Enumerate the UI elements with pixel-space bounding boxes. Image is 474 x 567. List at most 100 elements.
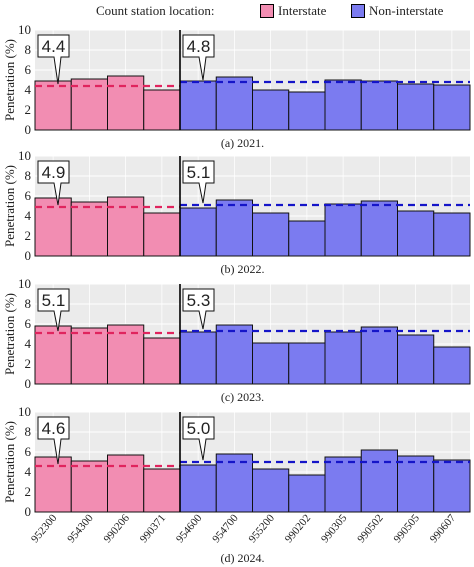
y-tick-label: 8 (25, 42, 32, 57)
bar-990505 (397, 334, 435, 385)
legend-swatch-interstate (260, 4, 274, 18)
legend: Count station location: Interstate Non-i… (0, 0, 474, 22)
bar-990305 (324, 331, 362, 385)
y-tick-label: 8 (25, 424, 32, 439)
bar-990305 (324, 203, 362, 257)
bar-952300 (34, 325, 72, 385)
mean-callout-box (182, 34, 215, 81)
x-tick-label: 952300 (29, 512, 60, 545)
y-tick-label: 6 (25, 62, 32, 77)
bar-955200 (252, 342, 290, 385)
y-tick-label: 2 (25, 484, 32, 499)
bar-990502 (360, 326, 398, 385)
bar-990202 (288, 342, 326, 385)
y-tick-label: 8 (25, 168, 32, 183)
y-tick-label: 10 (18, 22, 31, 37)
bar-955200 (252, 468, 290, 513)
bar-990202 (288, 91, 326, 131)
panel-caption: (d) 2024. (221, 551, 265, 565)
x-tick-label: 954600 (174, 512, 205, 545)
mean-callout-label: 5.1 (42, 291, 66, 310)
y-axis-label: Penetration (%) (2, 421, 17, 503)
bar-990305 (324, 456, 362, 513)
bar-990505 (397, 83, 435, 131)
bar-954700 (215, 324, 253, 385)
legend-label-interstate: Interstate (278, 3, 327, 18)
mean-callout-label: 5.3 (187, 291, 211, 310)
bar-990502 (360, 80, 398, 131)
mean-callout-box (182, 160, 215, 204)
mean-callout-label: 5.1 (187, 163, 211, 182)
legend-label-non-interstate: Non-interstate (369, 3, 444, 18)
y-tick-label: 0 (25, 122, 32, 137)
y-tick-label: 0 (25, 504, 32, 519)
bar-990505 (397, 210, 435, 257)
x-tick-label: 990607 (428, 512, 459, 545)
y-tick-label: 2 (25, 356, 32, 371)
legend-title: Count station location: (96, 3, 215, 18)
mean-callout-label: 5.0 (187, 419, 211, 438)
mean-callout-label: 4.8 (187, 37, 211, 56)
y-tick-label: 6 (25, 188, 32, 203)
bar-990371 (143, 337, 181, 385)
mean-callout-box (37, 416, 70, 465)
y-tick-label: 8 (25, 296, 32, 311)
y-tick-label: 2 (25, 102, 32, 117)
bar-990607 (433, 346, 471, 385)
bar-952300 (34, 80, 72, 131)
x-tick-label: 990305 (319, 512, 350, 545)
bar-990206 (107, 324, 145, 385)
y-tick-label: 4 (25, 208, 32, 223)
x-tick-label: 954300 (65, 512, 96, 545)
mean-callout-label: 4.6 (42, 419, 66, 438)
y-tick-label: 4 (25, 464, 32, 479)
mean-callout-label: 4.9 (42, 163, 66, 182)
bar-990502 (360, 200, 398, 257)
bar-990607 (433, 84, 471, 131)
x-tick-label: 990502 (355, 512, 385, 545)
y-axis-label: Penetration (%) (2, 165, 17, 247)
bar-990305 (324, 79, 362, 131)
bar-954600 (179, 80, 217, 131)
bar-990371 (143, 468, 181, 513)
y-tick-label: 10 (18, 276, 31, 291)
bar-990206 (107, 196, 145, 257)
bar-955200 (252, 212, 290, 257)
x-tick-label: 990202 (283, 512, 313, 545)
bar-990371 (143, 212, 181, 257)
y-axis-label: Penetration (%) (2, 293, 17, 375)
bar-990371 (143, 89, 181, 131)
y-tick-label: 10 (18, 148, 31, 163)
bar-954600 (179, 464, 217, 513)
mean-callout-box (182, 416, 215, 461)
bar-990607 (433, 212, 471, 257)
bar-990202 (288, 220, 326, 257)
bar-954300 (70, 78, 108, 131)
bar-990607 (433, 459, 471, 513)
mean-callout-label: 4.4 (42, 37, 66, 56)
y-tick-label: 6 (25, 316, 32, 331)
x-tick-label: 955200 (247, 512, 278, 545)
x-tick-label: 990371 (138, 512, 168, 545)
mean-callout-box (37, 34, 70, 85)
y-tick-label: 0 (25, 248, 32, 263)
mean-callout-box (37, 160, 70, 206)
y-tick-label: 6 (25, 444, 32, 459)
legend-swatch-non-interstate (351, 4, 365, 18)
y-tick-label: 4 (25, 336, 32, 351)
y-tick-label: 0 (25, 376, 32, 391)
x-tick-label: 954700 (210, 512, 241, 545)
y-tick-label: 2 (25, 228, 32, 243)
bar-990202 (288, 474, 326, 513)
bar-990502 (360, 449, 398, 513)
bar-954300 (70, 201, 108, 257)
y-axis-label: Penetration (%) (2, 39, 17, 121)
bar-954700 (215, 453, 253, 513)
bar-954600 (179, 331, 217, 385)
bar-954700 (215, 76, 253, 131)
x-tick-label: 990206 (102, 512, 133, 545)
